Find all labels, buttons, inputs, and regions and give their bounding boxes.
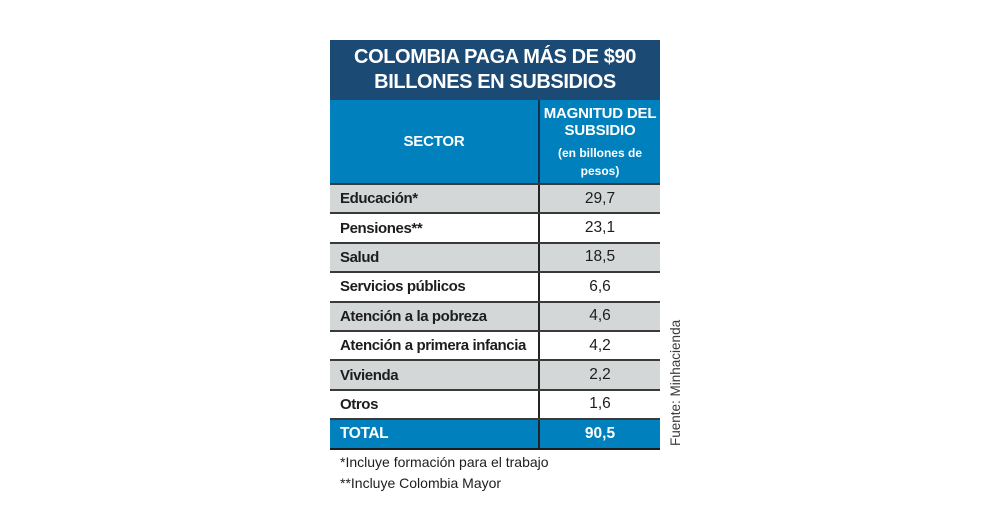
value-cell: 1,6 <box>538 390 660 419</box>
table-row: Educación* 29,7 <box>330 183 660 213</box>
table-header: SECTOR MAGNITUD DEL SUBSIDIO (en billone… <box>330 100 660 183</box>
subsidies-table: COLOMBIA PAGA MÁS DE $90 BILLONES EN SUB… <box>330 40 660 450</box>
magnitude-unit-line1: (en billones de <box>557 146 642 160</box>
sector-cell: Educación* <box>340 190 418 208</box>
sector-cell: Atención a la pobreza <box>340 307 487 325</box>
total-label: TOTAL <box>340 424 389 442</box>
table-row: Atención a la pobreza 4,6 <box>330 300 660 330</box>
value-cell: 29,7 <box>538 185 660 213</box>
value-cell: 18,5 <box>538 243 660 272</box>
footnote-1: *Incluye formación para el trabajo <box>340 454 549 470</box>
sector-cell: Otros <box>340 395 379 413</box>
sector-cell: Pensiones** <box>340 219 423 237</box>
source-credit: Fuente: Minhacienda <box>668 319 683 446</box>
table-row: Servicios públicos 6,6 <box>330 271 660 301</box>
value-cell: 4,2 <box>538 331 660 360</box>
sector-cell: Salud <box>340 248 379 266</box>
table-body: Educación* 29,7 Pensiones** 23,1 Salud 1… <box>330 183 660 450</box>
chart-title: COLOMBIA PAGA MÁS DE $90 BILLONES EN SUB… <box>330 40 660 100</box>
footnote-2: **Incluye Colombia Mayor <box>340 475 502 491</box>
total-row: TOTAL 90,5 <box>330 418 660 450</box>
chart-title-line1: COLOMBIA PAGA MÁS DE $90 <box>354 46 636 68</box>
sector-cell: Servicios públicos <box>340 278 466 296</box>
sector-cell: Atención a primera infancia <box>340 337 526 355</box>
column-header-sector: SECTOR <box>403 133 465 150</box>
table-row: Otros 1,6 <box>330 388 660 419</box>
column-header-magnitude: MAGNITUD DEL SUBSIDIO (en billones de pe… <box>538 100 660 183</box>
magnitude-header-line1: MAGNITUD DEL <box>543 105 657 122</box>
chart-title-line2: BILLONES EN SUBSIDIOS <box>374 71 616 93</box>
magnitude-unit-line2: pesos) <box>580 164 620 178</box>
sector-cell: Vivienda <box>340 366 399 384</box>
table-row: Atención a primera infancia 4,2 <box>330 329 660 360</box>
value-cell: 4,6 <box>538 302 660 330</box>
table-row: Salud 18,5 <box>330 241 660 272</box>
table-row: Pensiones** 23,1 <box>330 212 660 242</box>
table-row: Vivienda 2,2 <box>330 359 660 389</box>
value-cell: 23,1 <box>538 214 660 242</box>
value-cell: 6,6 <box>538 273 660 301</box>
value-cell: 2,2 <box>538 361 660 389</box>
total-value: 90,5 <box>538 420 660 448</box>
footnotes: *Incluye formación para el trabajo **Inc… <box>340 452 549 494</box>
magnitude-header-line2: SUBSIDIO <box>564 122 636 139</box>
